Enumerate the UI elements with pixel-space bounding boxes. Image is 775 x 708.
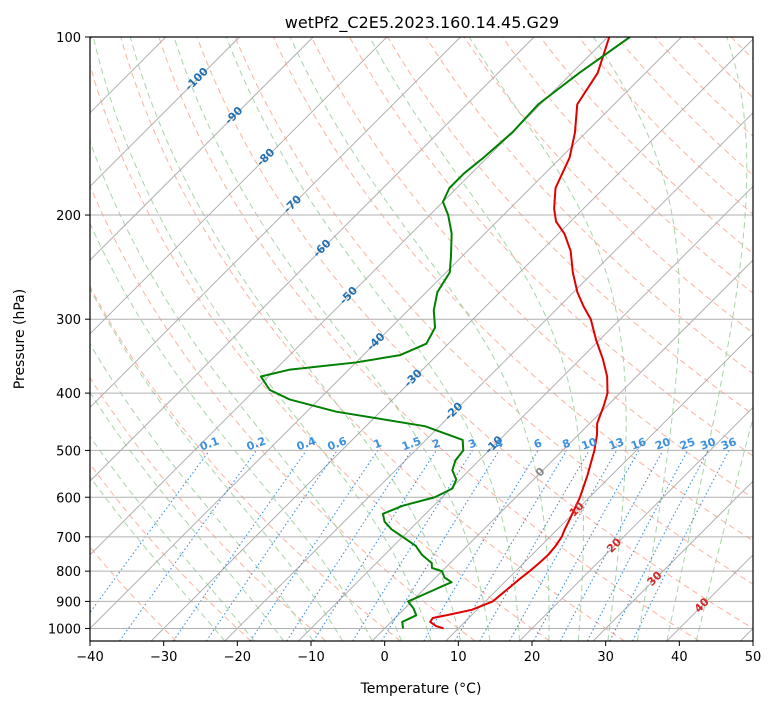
moist-adiabat-line bbox=[666, 37, 748, 641]
x-tick-label: −40 bbox=[76, 650, 103, 665]
mixing-ratio-label: 0.4 bbox=[295, 434, 318, 453]
dry-adiabat-line bbox=[463, 37, 753, 334]
mixing-ratio-line bbox=[249, 450, 379, 641]
moist-adiabat-line bbox=[90, 222, 373, 641]
moist-adiabat-line bbox=[90, 287, 344, 641]
mixing-ratio-line bbox=[381, 450, 500, 641]
y-tick-label: 200 bbox=[56, 209, 81, 224]
moist-adiabat-line bbox=[90, 391, 285, 641]
dry-adiabat-line bbox=[90, 463, 252, 641]
mixing-ratio-line bbox=[90, 450, 211, 614]
moist-adiabat-line bbox=[90, 342, 314, 641]
mixing-ratio-label: 25 bbox=[678, 435, 697, 452]
mixing-ratio-line bbox=[533, 450, 640, 641]
isotherm-line bbox=[445, 333, 753, 641]
moist-adiabat-line bbox=[695, 416, 753, 641]
dry-adiabat-line bbox=[120, 37, 625, 641]
mixing-ratio-line bbox=[509, 450, 618, 641]
x-tick-label: 0 bbox=[381, 650, 389, 665]
mixing-ratio-label: 13 bbox=[607, 435, 626, 452]
y-tick-label: 300 bbox=[56, 313, 81, 328]
y-tick-label: 100 bbox=[56, 31, 81, 46]
moist-adiabat-line bbox=[593, 37, 680, 641]
mixing-ratio-label: 36 bbox=[719, 435, 738, 453]
isotherm-line bbox=[298, 185, 753, 641]
mixing-ratio-label: 8 bbox=[561, 437, 573, 452]
moist-adiabat-line bbox=[369, 37, 584, 641]
y-tick-label: 500 bbox=[56, 444, 81, 459]
x-tick-label: −30 bbox=[150, 650, 177, 665]
isotherm-line bbox=[592, 480, 753, 641]
isotherm-line bbox=[90, 37, 461, 409]
isotherm-line bbox=[90, 37, 682, 630]
isotherm-line bbox=[519, 406, 753, 641]
isotherm-line bbox=[150, 38, 753, 641]
dry-adiabat-line bbox=[501, 37, 753, 294]
dry-adiabat-line bbox=[158, 37, 700, 641]
mixing-ratio-label: 6 bbox=[532, 436, 544, 451]
y-tick-label: 900 bbox=[56, 595, 81, 610]
x-tick-label: −10 bbox=[297, 650, 324, 665]
dry-adiabat-line bbox=[90, 376, 327, 641]
mixing-ratio-label: 1 bbox=[372, 437, 384, 452]
mixing-ratio-label: 0.6 bbox=[326, 434, 349, 453]
x-tick-label: 40 bbox=[671, 650, 688, 665]
plot-frame bbox=[89, 36, 754, 642]
y-tick-label: 1000 bbox=[48, 622, 81, 637]
mixing-ratio-line bbox=[559, 450, 664, 641]
dry-adiabat-line bbox=[310, 37, 753, 499]
x-axis-label: Temperature (°C) bbox=[360, 681, 482, 697]
dry-adiabat-line bbox=[272, 37, 753, 542]
isotherm-line bbox=[371, 259, 753, 641]
dry-adiabat-line bbox=[196, 37, 753, 630]
mixing-ratio-label: 0.1 bbox=[198, 435, 221, 454]
isotherm-line bbox=[90, 37, 240, 188]
mixing-ratio-line bbox=[205, 450, 338, 641]
mixing-ratio-line bbox=[286, 450, 413, 641]
mixing-ratio-line bbox=[119, 450, 257, 641]
chart-title: wetPf2_C2E5.2023.160.14.45.G29 bbox=[285, 13, 559, 33]
y-tick-label: 600 bbox=[56, 491, 81, 506]
mixing-ratio-label: 20 bbox=[653, 435, 672, 453]
mixing-ratio-label: 0.2 bbox=[245, 434, 268, 453]
x-tick-label: −20 bbox=[224, 650, 251, 665]
y-tick-label: 400 bbox=[56, 387, 81, 402]
mixing-ratio-label: 16 bbox=[629, 435, 648, 453]
mixing-ratio-label: 30 bbox=[699, 435, 718, 453]
moist-adiabat-line bbox=[225, 37, 520, 641]
dry-adiabat-line bbox=[234, 37, 753, 585]
mixing-ratio-line bbox=[632, 450, 730, 641]
x-tick-label: 30 bbox=[597, 650, 614, 665]
moist-adiabat-line bbox=[90, 476, 226, 641]
moist-adiabat-line bbox=[173, 37, 491, 641]
moist-adiabat-line bbox=[90, 435, 255, 641]
mixing-ratio-label: 3 bbox=[467, 437, 479, 452]
moist-adiabat-line bbox=[129, 37, 462, 641]
mixing-ratio-label: 4 bbox=[493, 436, 505, 451]
mixing-ratio-label: 1.5 bbox=[400, 435, 423, 454]
isotherm-line bbox=[90, 37, 314, 261]
x-tick-label: 20 bbox=[524, 650, 541, 665]
x-tick-label: 10 bbox=[450, 650, 467, 665]
moist-adiabat-line bbox=[468, 37, 627, 641]
isotherm-line bbox=[90, 37, 388, 335]
mixing-ratio-label: 10 bbox=[580, 435, 599, 453]
isotherm-line bbox=[90, 37, 535, 482]
mixing-ratio-line bbox=[609, 450, 709, 641]
mixing-ratio-label: 2 bbox=[430, 437, 442, 452]
y-tick-label: 800 bbox=[56, 565, 81, 580]
isotherm-line bbox=[224, 112, 753, 641]
y-tick-label: 700 bbox=[56, 531, 81, 546]
mixing-ratio-line bbox=[313, 450, 437, 641]
y-axis-label: Pressure (hPa) bbox=[12, 289, 28, 389]
x-tick-label: 50 bbox=[745, 650, 762, 665]
mixing-ratio-line bbox=[172, 450, 307, 641]
dewpoint-profile-line bbox=[259, 37, 631, 629]
temperature-profile-line bbox=[429, 37, 611, 630]
dry-adiabat-line bbox=[90, 63, 551, 641]
